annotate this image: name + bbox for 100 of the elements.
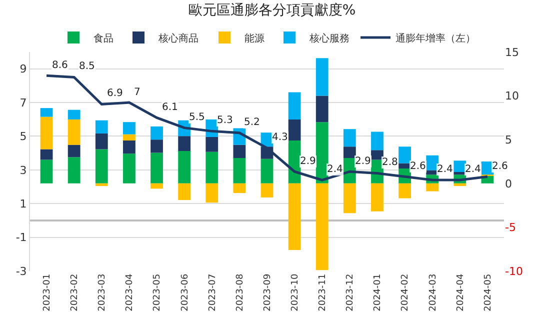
bar	[178, 136, 191, 151]
bar	[123, 134, 136, 140]
bar	[343, 183, 356, 214]
bar	[343, 146, 356, 158]
bar	[150, 140, 163, 153]
bar	[68, 144, 80, 158]
x-tick-label: 2023-04	[125, 274, 136, 312]
bar	[95, 149, 108, 184]
data-label: 6.9	[107, 88, 123, 99]
bar	[178, 183, 191, 200]
legend-label: 能源	[244, 32, 264, 44]
data-label: 2.4	[327, 164, 343, 175]
data-label: 5.5	[189, 112, 205, 123]
bar	[68, 119, 80, 145]
x-tick-label: 2024-04	[456, 274, 466, 312]
bar	[316, 122, 328, 184]
bar	[398, 183, 411, 198]
bar	[288, 183, 301, 250]
x-tick-label: 2023-10	[290, 274, 300, 312]
bar	[426, 155, 439, 170]
x-tick-label: 2024-02	[400, 274, 411, 312]
y2-tick-label: -5	[505, 221, 516, 234]
bar	[68, 157, 80, 184]
legend-label: 通膨年增率（左）	[396, 32, 476, 44]
bar	[123, 140, 136, 154]
y2-tick-label: 0	[505, 177, 512, 190]
bar	[426, 183, 439, 192]
x-tick-label: 2023-11	[318, 274, 328, 312]
bar	[260, 158, 274, 184]
x-tick-label: 2023-09	[262, 274, 273, 312]
bar	[371, 132, 384, 150]
bar	[371, 183, 384, 212]
bar	[123, 154, 136, 184]
x-tick-label: 2024-03	[428, 274, 438, 312]
bar	[288, 119, 301, 140]
y-tick-label: -3	[16, 264, 27, 278]
data-label: 5.2	[244, 117, 260, 128]
data-label: 2.9	[300, 156, 316, 167]
data-label: 2.8	[382, 157, 398, 168]
bar	[371, 150, 384, 160]
x-tick-label: 2023-03	[98, 274, 108, 312]
y2-tick-label: 10	[505, 90, 519, 103]
bar	[233, 183, 246, 194]
chart-title: 歐元區通膨各分項貢獻度%	[188, 2, 356, 19]
data-label: 6.1	[162, 102, 178, 113]
y2-tick-label: 5	[505, 133, 512, 146]
y-tick-label: 5	[20, 130, 27, 144]
bar	[95, 183, 108, 186]
bar	[260, 183, 274, 198]
data-label: 8.6	[52, 60, 68, 71]
legend-label: 食品	[94, 32, 114, 44]
bar	[123, 122, 136, 134]
bar	[178, 150, 191, 184]
bar	[68, 110, 80, 120]
bar	[398, 146, 411, 164]
bar	[343, 129, 356, 147]
bar	[150, 126, 163, 140]
data-label: 4.3	[272, 132, 288, 143]
bar	[288, 92, 301, 120]
bar	[233, 144, 246, 158]
y-tick-label: 9	[20, 62, 27, 76]
data-label: 2.4	[437, 164, 453, 175]
data-label: 2.6	[492, 161, 508, 172]
bar	[316, 96, 328, 122]
bar	[206, 136, 218, 152]
bar	[316, 58, 328, 96]
data-label: 2.4	[465, 164, 481, 175]
bar	[150, 183, 163, 189]
x-tick-label: 2023-02	[70, 274, 80, 312]
x-tick-label: 2023-08	[235, 274, 246, 312]
x-tick-label: 2023-05	[152, 274, 163, 312]
bar	[454, 183, 466, 186]
y2-tick-label: 15	[505, 46, 519, 59]
data-label: 2.9	[355, 156, 371, 167]
bar	[95, 133, 108, 150]
data-label: 2.6	[410, 161, 426, 172]
bar	[95, 120, 108, 134]
x-tick-label: 2024-01	[373, 274, 384, 312]
y-tick-label: -1	[16, 231, 27, 244]
legend-label: 核心服務	[308, 32, 350, 44]
bar	[233, 158, 246, 184]
y-tick-label: 7	[20, 96, 27, 110]
bar	[316, 183, 328, 270]
bar	[454, 160, 466, 172]
x-tick-label: 2023-12	[346, 274, 356, 312]
bar	[40, 149, 53, 160]
legend-label: 核心商品	[158, 32, 198, 44]
bar	[206, 183, 218, 203]
bar	[40, 116, 53, 150]
x-tick-label: 2023-07	[208, 274, 218, 312]
x-tick-label: 2024-05	[483, 274, 494, 312]
x-tick-label: 2023-06	[180, 274, 190, 312]
bar	[150, 152, 163, 184]
bar	[40, 160, 53, 184]
x-tick-label: 2023-01	[42, 274, 52, 312]
y2-tick-label: -10	[505, 264, 523, 278]
data-label: 5.3	[217, 115, 233, 126]
bar	[40, 108, 53, 117]
line-series	[45, 74, 489, 182]
y-tick-label: 3	[20, 164, 27, 177]
